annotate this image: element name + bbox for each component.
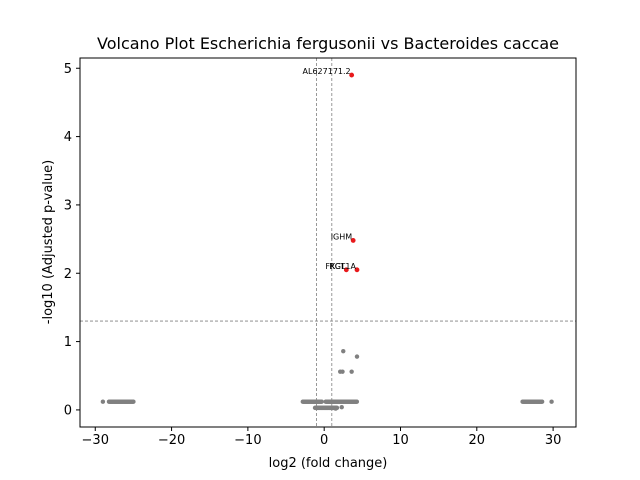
nonsignificant-point [349, 369, 354, 374]
x-tick-label: −10 [234, 433, 261, 448]
x-tick-label: 30 [545, 433, 562, 448]
nonsignificant-point [340, 369, 345, 374]
y-tick-label: 5 [64, 62, 72, 77]
y-axis-label: -log10 (Adjusted p-value) [41, 160, 56, 324]
x-tick-label: 10 [392, 433, 409, 448]
nonsignificant-point [539, 399, 545, 404]
nonsignificant-point [341, 348, 346, 354]
y-tick-label: 4 [64, 130, 72, 145]
significant-point [350, 238, 356, 243]
x-tick-label: 0 [320, 433, 328, 448]
point-label: IGHM [331, 232, 353, 241]
nonsignificant-point [131, 399, 136, 404]
significant-points [343, 72, 360, 273]
y-tick-label: 1 [64, 335, 72, 350]
point-label: RGL1A [329, 262, 356, 271]
significant-point [354, 267, 360, 273]
significant-point [343, 267, 349, 273]
x-tick-label: −20 [158, 433, 185, 448]
y-tick-label: 3 [64, 198, 72, 213]
x-tick-label: 20 [469, 433, 486, 448]
nonsignificant-point [354, 354, 360, 359]
plot-frame [79, 57, 577, 428]
x-axis: −30 −20 −10 0 10 20 30 [82, 427, 562, 448]
nonsignificant-point [339, 404, 344, 410]
nonsignificant-point [319, 399, 324, 404]
y-axis: 0 1 2 3 4 5 [64, 62, 80, 418]
x-tick-label: −30 [82, 433, 109, 448]
y-tick-label: 2 [64, 267, 72, 282]
threshold-lines [80, 58, 576, 427]
point-label: FKCT [325, 262, 345, 271]
significant-point [349, 72, 355, 78]
nonsignificant-point [333, 406, 338, 411]
chart-title: Volcano Plot Escherichia fergusonii vs B… [97, 34, 559, 53]
x-axis-label: log2 (fold change) [269, 456, 388, 471]
y-tick-label: 0 [64, 403, 72, 418]
nonsignificant-point [549, 399, 554, 404]
nonsignificant-point [100, 399, 106, 404]
point-label: AL627171.2 [303, 67, 351, 76]
nonsignificant-point [354, 399, 360, 404]
nonsignificant-points [100, 348, 554, 411]
